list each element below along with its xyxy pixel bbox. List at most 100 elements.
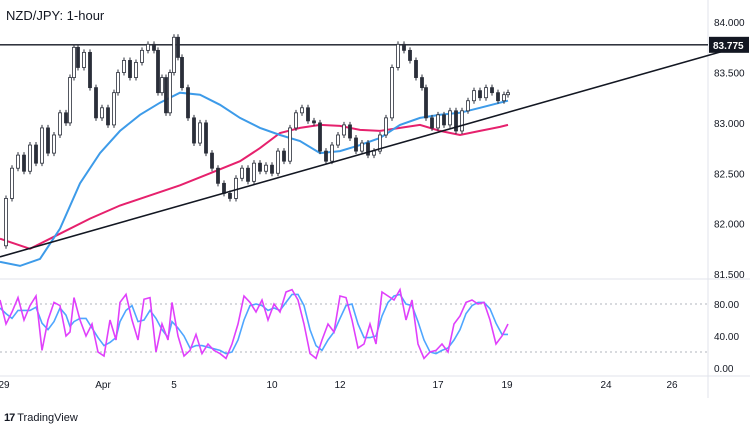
candle-body <box>454 110 458 132</box>
candle-body <box>46 127 50 154</box>
candle-body <box>354 137 358 152</box>
candle-body <box>128 60 132 78</box>
candle-body <box>396 43 400 68</box>
price-tick-label: 83.500 <box>714 69 745 80</box>
candle-body <box>460 110 464 132</box>
candle-body <box>146 43 150 51</box>
candle-body <box>28 144 32 172</box>
candle-body <box>34 144 38 164</box>
candle-body <box>270 164 274 174</box>
time-tick-label: 29 <box>0 380 10 391</box>
oscillator-tick-label: 40.00 <box>714 332 739 343</box>
candle-body <box>246 167 250 182</box>
candle-body <box>442 114 446 126</box>
candle-body <box>40 127 44 164</box>
price-tick-label: 82.000 <box>714 220 745 231</box>
candle-body <box>192 117 196 144</box>
candle-body <box>472 90 476 102</box>
candle-body <box>134 62 138 78</box>
tradingview-mark: 17 <box>4 412 15 424</box>
candle-body <box>252 162 256 182</box>
candle-body <box>360 142 364 152</box>
oscillator-d-line <box>0 293 508 355</box>
candle-body <box>52 134 56 154</box>
candle-body <box>222 182 226 194</box>
candle-body <box>116 72 120 94</box>
time-tick-label: 12 <box>334 380 346 391</box>
candle-body <box>258 162 262 172</box>
time-tick-label: 19 <box>501 380 513 391</box>
candle-body <box>240 167 244 179</box>
candle-body <box>490 87 494 94</box>
candle-body <box>276 150 280 174</box>
candle-body <box>172 36 176 73</box>
candle-body <box>288 127 292 162</box>
tradingview-logo[interactable]: 17 TradingView <box>4 412 78 424</box>
time-tick-label: 10 <box>266 380 278 391</box>
candle-body <box>176 36 180 58</box>
candle-body <box>100 107 104 119</box>
time-tick-label: 17 <box>432 380 444 391</box>
candle-body <box>414 60 418 78</box>
candle-body <box>72 46 76 78</box>
candle-body <box>168 72 172 114</box>
candle-body <box>68 77 72 124</box>
candle-body <box>484 87 488 99</box>
candle-body <box>94 87 98 119</box>
candle-body <box>10 167 14 199</box>
candle-body <box>180 57 184 89</box>
candle-body <box>64 112 68 124</box>
candle-body <box>16 154 20 169</box>
candle-body <box>402 43 406 51</box>
candle-body <box>318 122 322 152</box>
candle-body <box>312 120 316 124</box>
time-tick-label: 5 <box>171 380 177 391</box>
candle-body <box>384 117 388 136</box>
candle-body <box>204 122 208 154</box>
ascending-trendline <box>0 45 741 258</box>
level-price-label: 83.775 <box>713 41 744 52</box>
candle-body <box>466 100 470 112</box>
moving-average-slow <box>0 123 509 250</box>
candle-body <box>122 60 126 73</box>
candle-body <box>156 49 160 94</box>
candle-body <box>330 144 334 162</box>
candle-body <box>378 134 382 152</box>
candle-body <box>324 150 328 162</box>
price-tick-label: 81.500 <box>714 270 745 281</box>
candle-body <box>58 112 62 136</box>
candle-body <box>420 77 424 89</box>
oscillator-tick-label: 80.00 <box>714 300 739 311</box>
oscillator-tick-label: 0.00 <box>714 364 734 375</box>
price-tick-label: 83.000 <box>714 119 745 130</box>
chart-title: NZD/JPY: 1-hour <box>6 8 105 23</box>
candle-body <box>300 107 304 114</box>
candle-body <box>430 117 434 129</box>
candle-body <box>234 177 238 199</box>
candle-body <box>408 49 412 61</box>
candle-body <box>216 167 220 184</box>
candle-body <box>282 150 286 162</box>
candle-body <box>506 92 510 96</box>
candle-body <box>294 112 298 129</box>
candle-body <box>342 124 346 136</box>
time-tick-label: 24 <box>600 380 612 391</box>
level-price-badge <box>709 36 749 53</box>
candle-body <box>140 49 144 63</box>
price-tick-label: 82.500 <box>714 169 745 180</box>
candle-body <box>348 124 352 139</box>
candle-body <box>152 43 156 51</box>
candle-body <box>502 94 506 102</box>
candle-body <box>372 150 376 156</box>
candle-body <box>336 134 340 146</box>
oscillator-k-line <box>0 287 509 360</box>
candle-body <box>210 152 214 169</box>
candle-body <box>436 114 440 129</box>
candle-body <box>448 110 452 126</box>
candle-body <box>112 92 116 126</box>
price-tick-label: 84.000 <box>714 18 745 29</box>
time-tick-label: 26 <box>666 380 678 391</box>
candle-body <box>186 87 190 119</box>
